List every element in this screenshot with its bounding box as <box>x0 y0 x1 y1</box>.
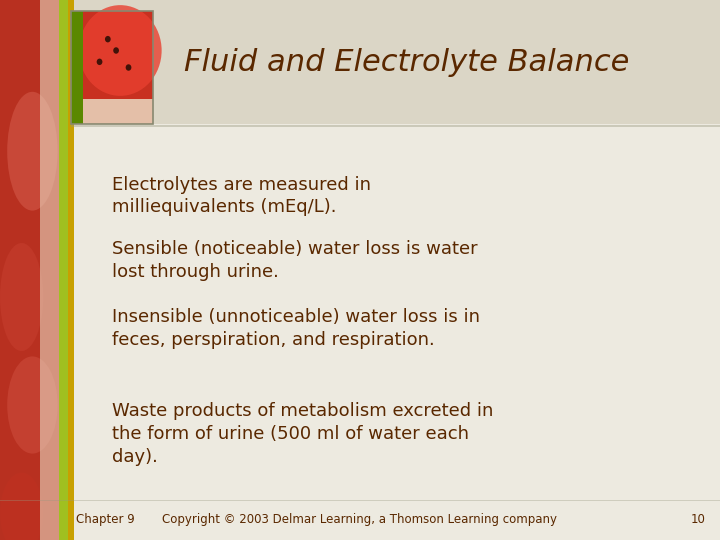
Bar <box>71 125 720 127</box>
Text: Sensible (noticeable) water loss is water
lost through urine.: Sensible (noticeable) water loss is wate… <box>112 240 477 281</box>
Ellipse shape <box>113 47 119 53</box>
Text: Chapter 9: Chapter 9 <box>76 513 135 526</box>
Bar <box>59 0 69 540</box>
Text: Insensible (unnoticeable) water loss is in
feces, perspiration, and respiration.: Insensible (unnoticeable) water loss is … <box>112 308 480 349</box>
Bar <box>0 500 720 501</box>
Text: Waste products of metabolism excreted in
the form of urine (500 ml of water each: Waste products of metabolism excreted in… <box>112 402 493 466</box>
Bar <box>71 11 153 124</box>
Ellipse shape <box>0 243 43 351</box>
Text: Electrolytes are measured in
milliequivalents (mEq/L).: Electrolytes are measured in milliequiva… <box>112 176 371 217</box>
Text: Copyright © 2003 Delmar Learning, a Thomson Learning company: Copyright © 2003 Delmar Learning, a Thom… <box>163 513 557 526</box>
Ellipse shape <box>105 36 111 42</box>
Text: 10: 10 <box>690 513 706 526</box>
Ellipse shape <box>7 92 58 211</box>
Bar <box>71 99 153 124</box>
Text: Fluid and Electrolyte Balance: Fluid and Electrolyte Balance <box>184 48 629 77</box>
Bar <box>71 11 83 124</box>
Ellipse shape <box>79 5 162 96</box>
Ellipse shape <box>96 58 102 65</box>
Bar <box>40 0 61 540</box>
Ellipse shape <box>125 64 131 71</box>
Bar <box>71 0 720 124</box>
Bar <box>71 11 153 124</box>
Ellipse shape <box>7 356 58 454</box>
Bar <box>0 0 59 540</box>
Bar <box>68 0 74 540</box>
Ellipse shape <box>0 472 43 540</box>
